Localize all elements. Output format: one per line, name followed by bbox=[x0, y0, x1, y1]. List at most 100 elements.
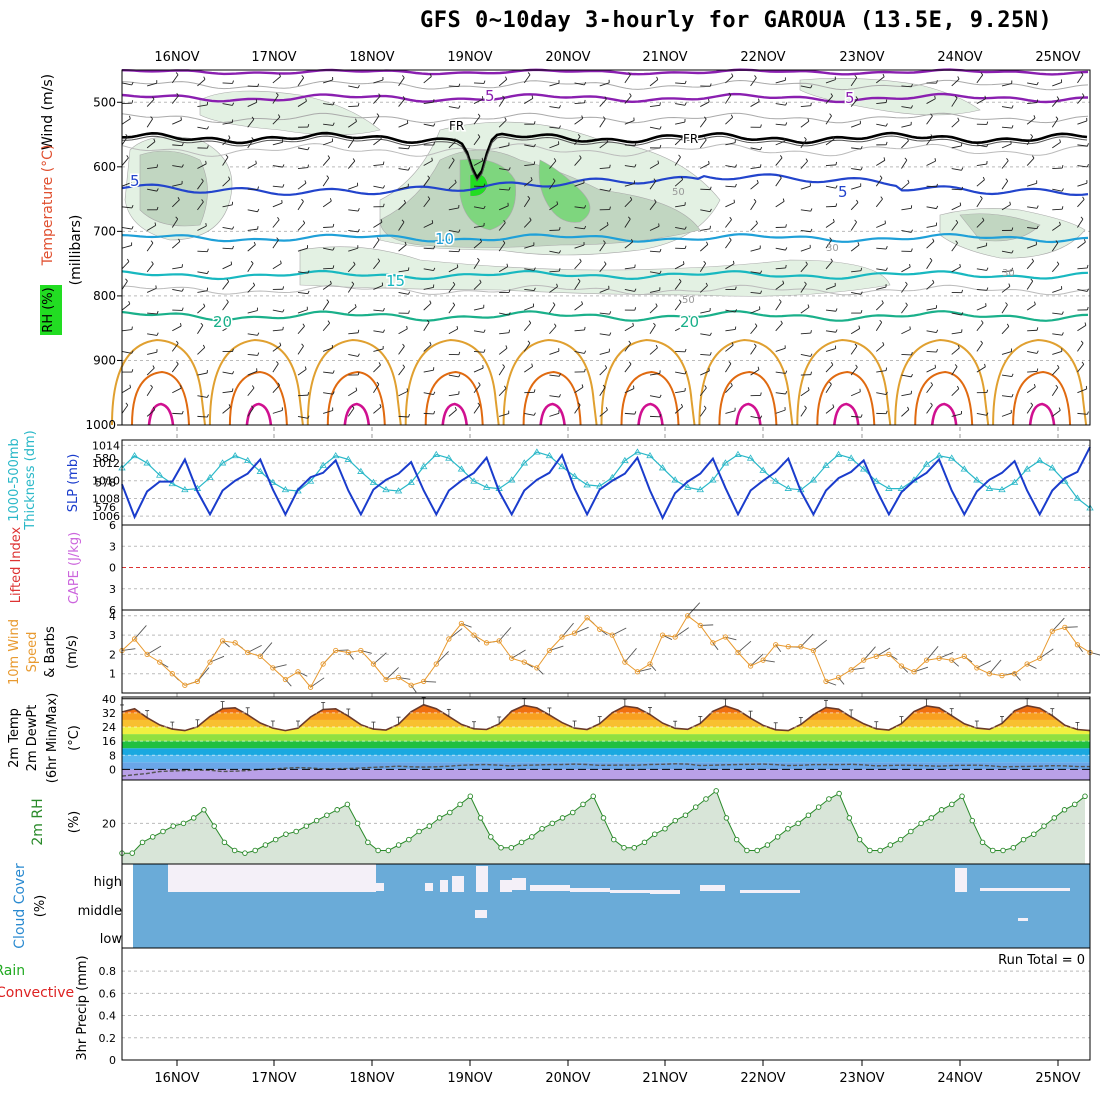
wind-barb bbox=[926, 136, 933, 146]
wind-barb-flag bbox=[255, 99, 258, 103]
wind-barb-flag bbox=[382, 329, 385, 333]
wind-barb bbox=[247, 407, 254, 417]
wind-barb bbox=[800, 263, 808, 273]
surface-wind-barb bbox=[134, 625, 147, 640]
surface-wind-barb bbox=[951, 659, 960, 667]
cloud-clear-gap bbox=[168, 864, 376, 892]
wind-barb-flag bbox=[731, 342, 734, 346]
wind-barb bbox=[976, 198, 983, 208]
isotherm-label: 15 bbox=[386, 272, 405, 290]
wind-barb bbox=[926, 307, 937, 311]
wind-barb bbox=[1077, 120, 1088, 125]
wind-barb bbox=[549, 126, 560, 129]
wind-barb bbox=[197, 325, 204, 335]
wind-barb bbox=[197, 372, 208, 376]
wind-barb bbox=[1027, 350, 1038, 354]
wind-barb bbox=[348, 390, 358, 397]
wind-barb bbox=[674, 406, 683, 414]
wind-barb-flag bbox=[232, 245, 234, 249]
wind-barb bbox=[398, 168, 409, 171]
wind-barb-flag bbox=[810, 371, 812, 375]
rh-point bbox=[365, 839, 371, 846]
wind-barb bbox=[574, 303, 583, 311]
wind-barb-flag bbox=[427, 175, 430, 179]
wind-barb-flag bbox=[533, 287, 536, 291]
wind-barb bbox=[297, 147, 308, 151]
isotherm-label: 20 bbox=[213, 313, 232, 331]
wind-barb bbox=[825, 221, 835, 228]
wind-barb bbox=[800, 389, 810, 397]
wind-barb-flag bbox=[307, 290, 310, 294]
wind-barb bbox=[146, 263, 154, 273]
wind-barb-flag bbox=[352, 158, 356, 162]
temp-band bbox=[122, 727, 1090, 735]
wind-barb-flag bbox=[301, 198, 304, 202]
thickness-point bbox=[1023, 465, 1031, 472]
top-date-label: 18NOV bbox=[349, 50, 394, 65]
wind-barb bbox=[1026, 136, 1033, 146]
wind-barb-flag bbox=[860, 310, 863, 314]
cloud-clear-patch bbox=[317, 868, 329, 876]
wind-barb-flag bbox=[307, 415, 310, 419]
wind-barb-flag bbox=[634, 411, 637, 415]
thickness-point bbox=[860, 465, 868, 472]
wind-barb-flag bbox=[150, 116, 153, 120]
wind-barb bbox=[851, 168, 862, 171]
wind-barb bbox=[348, 105, 359, 108]
wind-barb-flag bbox=[835, 161, 838, 165]
wind-barb-flag bbox=[754, 323, 758, 327]
wind-speed-point bbox=[810, 647, 817, 654]
wind-barb bbox=[825, 348, 836, 352]
wind-barb bbox=[599, 224, 609, 231]
rh-point bbox=[129, 850, 135, 856]
wind-barb bbox=[373, 95, 381, 104]
wind-barb-flag bbox=[131, 350, 134, 354]
thickness-point bbox=[357, 467, 365, 474]
wind-barb bbox=[272, 329, 283, 332]
wind-barb bbox=[347, 160, 356, 169]
thickness-point bbox=[470, 477, 478, 484]
wind-barb bbox=[423, 369, 434, 373]
li-tick: 6 bbox=[109, 519, 116, 532]
wind-barb-flag bbox=[152, 96, 155, 100]
wind-barb-flag bbox=[454, 138, 457, 142]
slp-tick: 1012 bbox=[92, 457, 120, 470]
wind-barb bbox=[725, 309, 736, 313]
wind-barb-flag bbox=[934, 364, 937, 368]
wind-speed-point bbox=[659, 632, 666, 638]
panel-frame bbox=[121, 609, 1091, 694]
wind-barb bbox=[700, 333, 711, 336]
thickness-point bbox=[445, 454, 453, 461]
ylabel-precip: 3hr Precip (mm) bbox=[75, 955, 90, 1060]
wind-barb-flag bbox=[1008, 283, 1011, 287]
wind-barb bbox=[1027, 82, 1038, 86]
thickness-point bbox=[784, 484, 792, 491]
wind-barb bbox=[423, 287, 434, 290]
wind-barb bbox=[1077, 241, 1086, 249]
wind-barb-flag bbox=[302, 220, 306, 224]
wind-barb bbox=[171, 199, 180, 208]
wind-barb bbox=[549, 82, 560, 87]
thickness-point bbox=[256, 467, 264, 474]
wind-barb bbox=[574, 102, 585, 105]
wind-barb-flag bbox=[282, 326, 284, 330]
wind-barb-flag bbox=[483, 80, 486, 84]
wind-barb bbox=[197, 225, 207, 231]
wind-barb bbox=[423, 344, 432, 352]
wind-speed-point bbox=[785, 644, 791, 650]
thickness-point bbox=[746, 454, 755, 461]
wind-barb bbox=[473, 330, 484, 333]
wind-barb-flag bbox=[458, 229, 461, 233]
ylabel-lifted: Lifted Index bbox=[9, 526, 24, 603]
wind-barb-flag bbox=[554, 323, 557, 327]
wind-barb bbox=[976, 163, 987, 166]
wind-barb-flag bbox=[760, 270, 763, 274]
wind-barb-flag bbox=[659, 144, 662, 149]
thickness-point bbox=[998, 486, 1006, 493]
wind-barb-flag bbox=[708, 98, 710, 103]
wind-barb bbox=[624, 289, 635, 292]
wind-barb bbox=[146, 224, 156, 231]
wind-barb-flag bbox=[804, 281, 807, 285]
wind-barb-flag bbox=[804, 136, 807, 140]
wind-barb-flag bbox=[458, 105, 461, 109]
